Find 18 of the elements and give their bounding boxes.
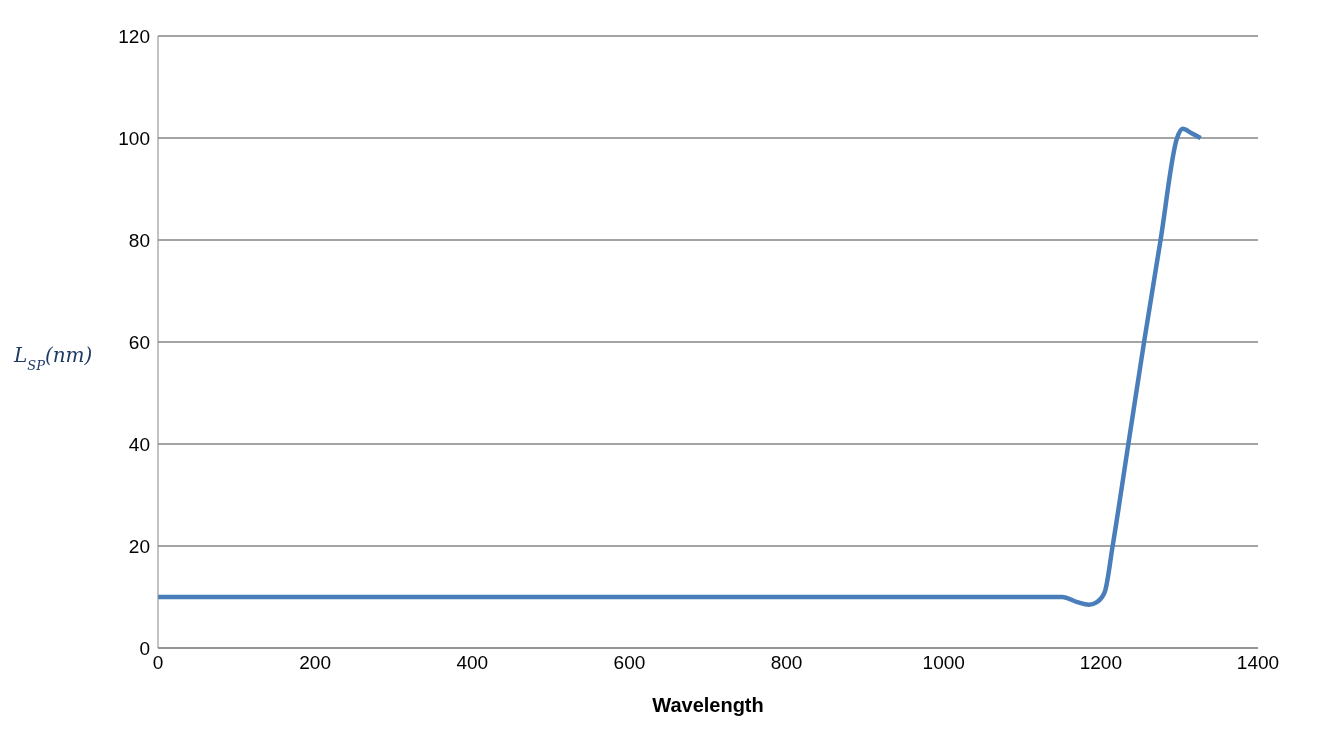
y-tick-label: 20 [128,535,150,557]
x-tick-label: 600 [613,652,646,674]
x-tick-label: 0 [152,652,164,674]
y-tick-label: 120 [118,25,150,47]
x-tick-label: 800 [770,652,803,674]
y-tick-label: 40 [128,433,150,455]
x-tick-label: 200 [299,652,331,674]
line-series [158,126,1203,607]
y-axis-title: L$_{SP}$(nm) [13,343,93,373]
x-tick-label: 400 [456,652,489,674]
x-tick-label: 1400 [1236,652,1280,674]
x-axis-title: Wavelength [652,694,764,716]
y-tick-label: 0 [139,637,150,659]
y-tick-label: 100 [118,127,150,149]
x-tick-label: 1200 [1079,652,1122,674]
y-tick-label: 60 [128,331,150,353]
y-tick-label: 80 [128,229,150,251]
x-tick-label: 1000 [922,652,965,674]
